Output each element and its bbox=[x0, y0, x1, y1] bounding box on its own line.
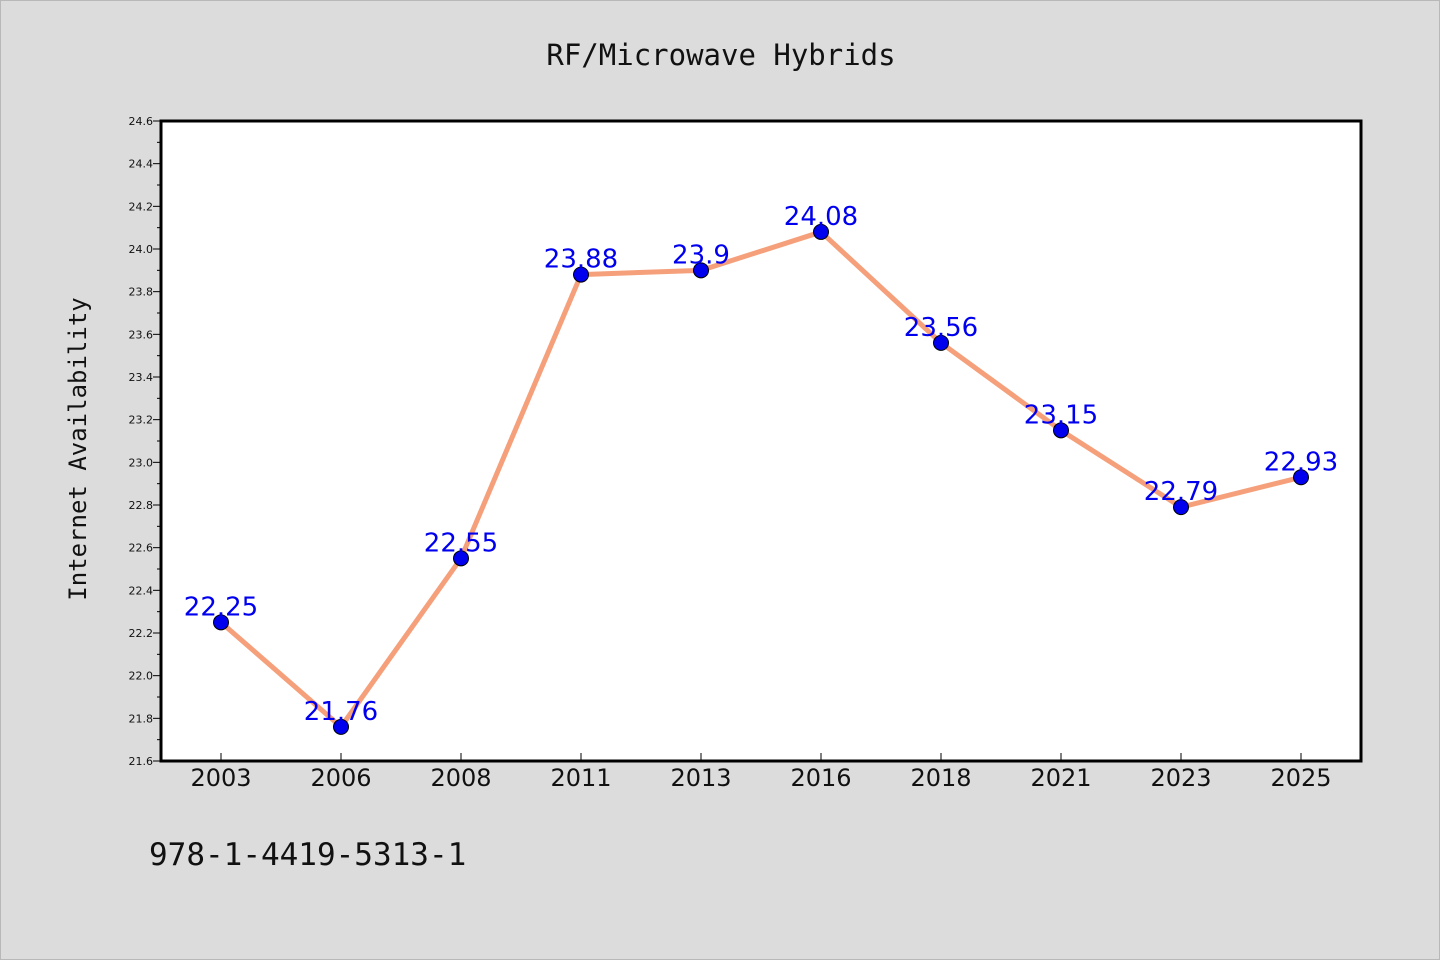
data-label: 23.56 bbox=[904, 313, 978, 343]
data-label: 24.08 bbox=[784, 202, 858, 232]
data-point bbox=[333, 718, 349, 735]
data-point bbox=[573, 266, 589, 283]
y-tick-label: 24.0 bbox=[129, 243, 154, 256]
x-tick-label: 2016 bbox=[790, 764, 851, 792]
series-line bbox=[218, 229, 1304, 730]
data-label: 22.55 bbox=[424, 528, 498, 558]
y-axis-label: Internet Availability bbox=[64, 297, 92, 600]
data-point bbox=[213, 614, 229, 631]
x-tick-label: 2018 bbox=[910, 764, 971, 792]
x-tick-label: 2011 bbox=[550, 764, 611, 792]
y-tick-label: 22.6 bbox=[129, 542, 154, 555]
marker-layer bbox=[213, 223, 1309, 735]
data-point bbox=[453, 550, 469, 567]
data-label: 23.15 bbox=[1024, 400, 1098, 430]
data-label: 22.79 bbox=[1144, 477, 1218, 507]
x-tick-label: 2023 bbox=[1150, 764, 1211, 792]
data-point bbox=[933, 334, 949, 351]
data-label-layer: 22.25 21.76 22.55 23.88 23.9 24.08 23.56 23.15 2… bbox=[184, 202, 1338, 727]
y-tick-label: 22.2 bbox=[129, 627, 154, 640]
x-tick-label: 2008 bbox=[430, 764, 491, 792]
series-layer bbox=[218, 229, 1304, 730]
y-tick-label: 23.8 bbox=[129, 286, 154, 299]
plot-frame bbox=[159, 119, 1363, 763]
data-label: 21.76 bbox=[304, 697, 378, 727]
plot-area bbox=[161, 121, 1361, 761]
x-tick-label: 2003 bbox=[190, 764, 251, 792]
data-point bbox=[1173, 499, 1189, 516]
data-label: 23.9 bbox=[672, 240, 730, 270]
y-tick-label: 22.8 bbox=[129, 499, 154, 512]
x-tick-label: 2025 bbox=[1270, 764, 1331, 792]
y-tick-label: 23.0 bbox=[129, 456, 154, 469]
y-tick-label: 22.4 bbox=[129, 584, 154, 597]
x-tick-label: 2013 bbox=[670, 764, 731, 792]
y-tick-label: 24.4 bbox=[129, 158, 154, 171]
y-tick-label: 21.6 bbox=[129, 755, 154, 768]
y-tick-label: 23.2 bbox=[129, 414, 154, 427]
data-label: 22.25 bbox=[184, 592, 258, 622]
chart-title: RF/Microwave Hybrids bbox=[546, 38, 895, 72]
footer-code: 978-1-4419-5313-1 bbox=[149, 837, 466, 873]
y-tick-label: 24.6 bbox=[129, 115, 154, 128]
data-point bbox=[813, 223, 829, 240]
y-tick-label: 23.6 bbox=[129, 328, 154, 341]
data-point bbox=[1293, 469, 1309, 486]
y-axis-ticks: 21.6 21.8 22.0 22.2 22.4 22.6 22.8 23.0 23.2 23.4… bbox=[129, 115, 161, 768]
data-label: 22.93 bbox=[1264, 447, 1338, 477]
data-point bbox=[693, 262, 709, 279]
y-tick-label: 23.4 bbox=[129, 371, 154, 384]
x-axis-ticks: 2003 2006 2008 2011 2013 2016 2018 2021 2023 2025 bbox=[190, 753, 1332, 792]
x-tick-label: 2006 bbox=[310, 764, 371, 792]
data-point bbox=[1053, 422, 1069, 439]
y-tick-label: 21.8 bbox=[129, 712, 154, 725]
y-tick-label: 22.0 bbox=[129, 670, 154, 683]
data-label: 23.88 bbox=[544, 245, 618, 275]
x-tick-label: 2021 bbox=[1030, 764, 1091, 792]
y-tick-label: 24.2 bbox=[129, 200, 154, 213]
